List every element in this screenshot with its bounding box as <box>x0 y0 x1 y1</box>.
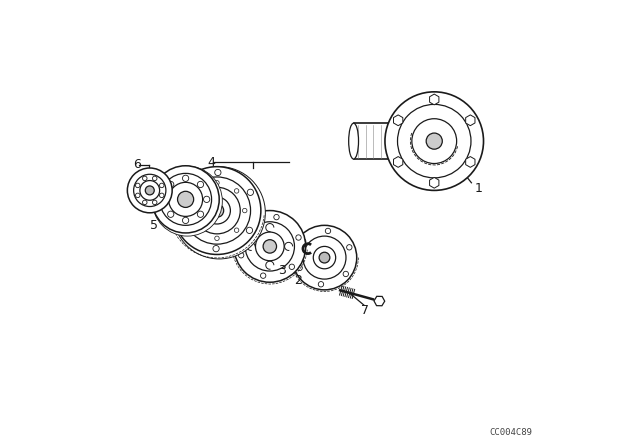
Circle shape <box>343 271 349 277</box>
Circle shape <box>152 176 157 181</box>
Circle shape <box>195 228 200 233</box>
Circle shape <box>214 181 219 185</box>
Circle shape <box>246 227 253 233</box>
Circle shape <box>289 264 294 270</box>
Ellipse shape <box>349 123 358 159</box>
Circle shape <box>247 189 253 195</box>
Circle shape <box>161 196 168 202</box>
Circle shape <box>300 238 306 244</box>
Circle shape <box>263 240 276 253</box>
Circle shape <box>234 211 306 282</box>
Text: 6: 6 <box>132 158 141 172</box>
Circle shape <box>159 183 164 188</box>
Circle shape <box>347 245 352 250</box>
Text: 5: 5 <box>150 219 158 232</box>
Circle shape <box>319 252 330 263</box>
Text: 4: 4 <box>207 155 215 169</box>
Circle shape <box>325 228 331 234</box>
Circle shape <box>243 208 247 213</box>
Circle shape <box>152 166 219 233</box>
Circle shape <box>145 186 154 195</box>
Circle shape <box>159 193 164 198</box>
Circle shape <box>214 236 219 241</box>
Circle shape <box>234 228 239 233</box>
Circle shape <box>318 281 324 287</box>
Circle shape <box>136 193 140 198</box>
Circle shape <box>296 235 301 240</box>
Circle shape <box>245 223 250 228</box>
Circle shape <box>239 253 244 258</box>
Text: CC004C89: CC004C89 <box>490 428 532 437</box>
Circle shape <box>260 273 266 278</box>
Text: 2: 2 <box>294 274 301 288</box>
Circle shape <box>187 208 191 213</box>
Circle shape <box>210 204 224 217</box>
Circle shape <box>168 211 174 217</box>
Circle shape <box>182 217 189 224</box>
Circle shape <box>215 169 221 176</box>
Circle shape <box>385 92 484 190</box>
Circle shape <box>197 211 204 217</box>
Circle shape <box>136 183 140 188</box>
Circle shape <box>292 225 356 290</box>
Circle shape <box>297 265 302 271</box>
Circle shape <box>197 181 204 188</box>
Circle shape <box>180 226 187 232</box>
Circle shape <box>195 189 200 193</box>
Circle shape <box>181 188 188 194</box>
Circle shape <box>127 168 172 213</box>
Circle shape <box>177 191 194 207</box>
Circle shape <box>213 246 219 252</box>
Circle shape <box>234 189 239 193</box>
Circle shape <box>143 176 147 181</box>
Text: 3: 3 <box>278 263 286 277</box>
Circle shape <box>168 181 174 188</box>
Circle shape <box>152 200 157 205</box>
Circle shape <box>426 133 442 149</box>
Circle shape <box>173 167 266 259</box>
Circle shape <box>173 167 261 254</box>
Circle shape <box>274 215 279 220</box>
Circle shape <box>204 196 210 202</box>
Text: 1: 1 <box>474 181 483 195</box>
Text: 7: 7 <box>361 304 369 317</box>
Ellipse shape <box>396 123 406 159</box>
Circle shape <box>182 175 189 181</box>
Circle shape <box>152 166 222 236</box>
Circle shape <box>143 200 147 205</box>
